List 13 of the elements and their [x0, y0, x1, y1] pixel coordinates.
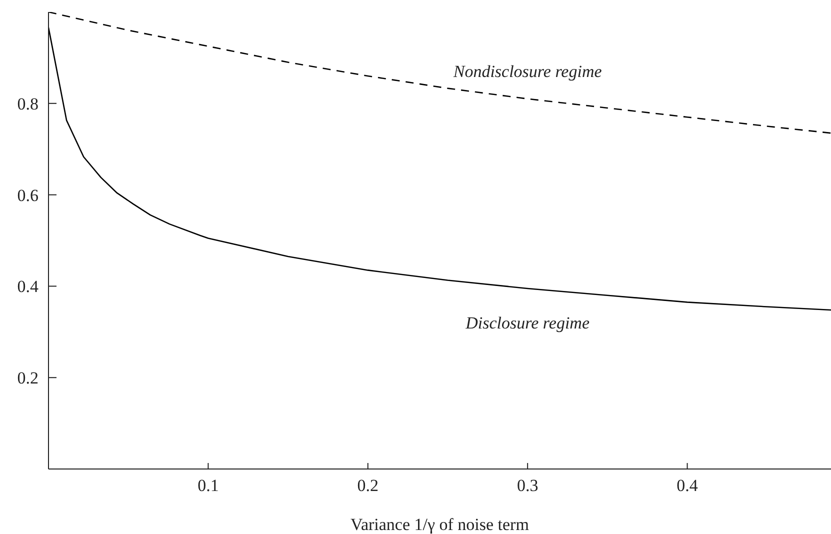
- x-tick-label: 0.4: [676, 476, 698, 496]
- line-series: [48, 26, 831, 311]
- x-tick-label: 0.1: [198, 476, 219, 496]
- y-tick-label: 0.6: [17, 186, 38, 205]
- series-label: Disclosure regime: [464, 313, 590, 332]
- series-label: Nondisclosure regime: [452, 62, 602, 81]
- x-tick-label: 0.3: [516, 476, 538, 496]
- line-series: [48, 12, 831, 134]
- x-tick-label: 0.2: [357, 476, 379, 496]
- y-tick-label: 0.2: [17, 368, 38, 388]
- y-tick-label: 0.4: [17, 277, 39, 296]
- y-tick-label: 0.8: [17, 94, 38, 114]
- x-axis-title: Variance 1/γ of noise term: [350, 515, 529, 534]
